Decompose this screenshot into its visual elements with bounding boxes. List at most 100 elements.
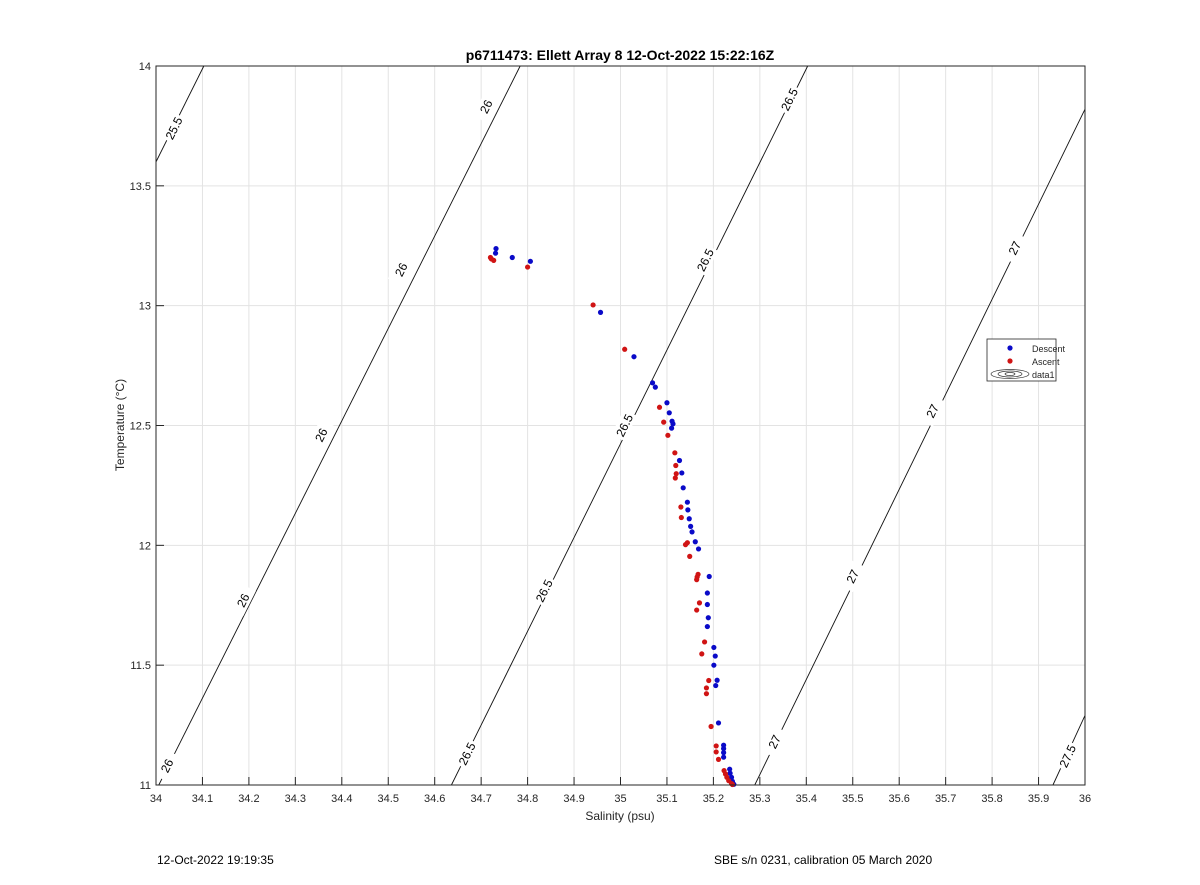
x-tick-label: 34.9 (563, 793, 584, 805)
x-tick-label: 34.8 (517, 793, 538, 805)
x-tick-label: 34.7 (470, 793, 491, 805)
ascent-point (699, 651, 705, 657)
contour-label-bg (776, 83, 803, 116)
ascent-point (684, 540, 690, 546)
contour-label-26: 26 (307, 418, 334, 451)
contour-label-27: 27 (1001, 232, 1028, 264)
legend-data1: data1 (1032, 370, 1055, 380)
legend-ascent: Ascent (1032, 357, 1060, 367)
descent-point (676, 457, 683, 464)
x-tick-label: 35 (614, 793, 626, 805)
x-tick-label: 35.4 (796, 793, 817, 805)
ascent-point (715, 756, 722, 762)
x-tick-label: 36 (1079, 793, 1091, 805)
ascent-point (687, 553, 693, 559)
descent-point (686, 516, 692, 522)
x-tick-label: 35.7 (935, 793, 956, 805)
descent-point (721, 750, 727, 756)
ascent-point (678, 504, 684, 510)
contour-label-text: 27 (923, 402, 942, 420)
ascent-point (703, 691, 710, 697)
contour-label-26: 26 (472, 90, 499, 123)
contour-label-bg (1001, 232, 1028, 264)
contour-label-26: 26 (229, 584, 256, 617)
descent-point (714, 677, 720, 683)
ascent-point (694, 607, 700, 613)
ascent-point (696, 600, 703, 606)
legend-ascent-marker (1007, 358, 1013, 364)
contour-label-bg (472, 90, 499, 123)
contour-label-text: 26 (234, 591, 253, 610)
ascent-point (673, 462, 679, 469)
descent-point (652, 384, 658, 390)
descent-point (684, 499, 690, 505)
descent-point (711, 644, 717, 651)
chart-title: p6711473: Ellett Array 8 12-Oct-2022 15:… (466, 47, 775, 63)
contour-label-text: 26 (477, 97, 496, 116)
y-tick-label: 12.5 (130, 421, 151, 433)
x-tick-label: 34.5 (378, 793, 399, 805)
descent-point (706, 573, 712, 580)
descent-point (666, 410, 672, 416)
y-tick-label: 11.5 (130, 660, 151, 672)
ascent-point (672, 475, 678, 481)
legend: Descent Ascent data1 (986, 338, 1066, 382)
contour-line-27 (754, 108, 1086, 786)
contour-label-26: 26 (387, 253, 414, 286)
data-points (487, 246, 737, 788)
ascent-point (622, 346, 628, 352)
contour-label-26.5: 26.5 (530, 574, 557, 607)
x-tick-label: 35.6 (888, 793, 909, 805)
contour-label-bg (611, 409, 638, 442)
contour-label-27.5: 27.5 (1054, 740, 1081, 772)
ascent-point (673, 471, 679, 477)
descent-point (715, 720, 722, 726)
descent-point (721, 745, 727, 752)
ascent-point (713, 749, 719, 755)
ascent-point (694, 577, 700, 583)
descent-point (688, 523, 694, 529)
descent-point (670, 421, 676, 427)
y-axis-label: Temperature (°C) (113, 379, 127, 471)
ascent-point (703, 685, 710, 691)
descent-point (664, 400, 670, 406)
x-tick-label: 34 (150, 793, 162, 805)
ascent-point (590, 302, 596, 308)
descent-point (711, 662, 717, 668)
x-tick-label: 34.1 (192, 793, 213, 805)
x-axis-label: Salinity (psu) (585, 809, 654, 823)
descent-point (705, 615, 711, 621)
ascent-point (708, 723, 714, 730)
descent-point (692, 539, 698, 545)
contour-line-25.5 (155, 65, 205, 163)
descent-point (727, 766, 733, 772)
y-tick-label: 13.5 (130, 181, 151, 193)
ascent-point (488, 256, 494, 262)
contour-label-text: 27 (844, 567, 863, 585)
ascent-point (661, 419, 667, 425)
descent-point (704, 601, 710, 608)
x-tick-label: 34.4 (331, 793, 352, 805)
ascent-point (706, 677, 712, 684)
descent-point (680, 485, 686, 491)
contour-label-bg (692, 244, 718, 276)
descent-point (649, 380, 656, 386)
ascent-point (713, 743, 719, 749)
descent-point (712, 653, 718, 659)
descent-point (668, 425, 675, 431)
contour-label-bg (453, 737, 480, 770)
descent-point (695, 546, 702, 552)
contour-label-27: 27 (761, 725, 788, 758)
descent-point (631, 354, 637, 360)
legend-contour-icon (990, 369, 1030, 379)
descent-point (679, 470, 685, 476)
descent-point (721, 754, 727, 760)
contour-label-bg (761, 725, 788, 758)
descent-point (527, 258, 533, 264)
legend-descent-marker (1007, 345, 1013, 351)
contour-label-26.5: 26.5 (776, 83, 803, 116)
contour-label-bg (160, 112, 187, 144)
ticks: 34 34.1 34.2 34.3 34.4 34.5 34.6 34.7 34.8 34.9 35… (130, 61, 1092, 805)
contour-label-bg (153, 749, 180, 782)
